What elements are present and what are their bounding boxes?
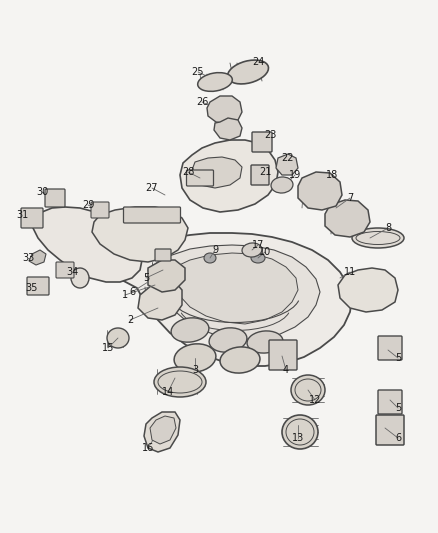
- FancyBboxPatch shape: [155, 249, 171, 261]
- FancyBboxPatch shape: [378, 336, 402, 360]
- Ellipse shape: [271, 177, 293, 193]
- FancyBboxPatch shape: [21, 208, 43, 228]
- Text: 29: 29: [82, 200, 94, 210]
- Text: 14: 14: [162, 387, 174, 397]
- Text: 24: 24: [252, 57, 264, 67]
- Text: 6: 6: [395, 433, 401, 443]
- Ellipse shape: [242, 243, 262, 257]
- Text: 17: 17: [252, 240, 264, 250]
- Polygon shape: [33, 207, 142, 282]
- Polygon shape: [148, 260, 185, 292]
- Text: 15: 15: [102, 343, 114, 353]
- Ellipse shape: [291, 375, 325, 405]
- Text: 28: 28: [182, 167, 194, 177]
- Text: 35: 35: [26, 283, 38, 293]
- FancyBboxPatch shape: [378, 390, 402, 414]
- Text: 23: 23: [264, 130, 276, 140]
- Ellipse shape: [251, 253, 265, 263]
- Polygon shape: [214, 118, 242, 140]
- Polygon shape: [92, 207, 188, 262]
- Ellipse shape: [198, 72, 232, 91]
- Text: 22: 22: [282, 153, 294, 163]
- Polygon shape: [29, 250, 46, 265]
- Text: 5: 5: [395, 403, 401, 413]
- Text: 10: 10: [259, 247, 271, 257]
- FancyBboxPatch shape: [269, 340, 297, 370]
- Text: 18: 18: [326, 170, 338, 180]
- Ellipse shape: [220, 347, 260, 373]
- FancyBboxPatch shape: [187, 170, 213, 186]
- Text: 11: 11: [344, 267, 356, 277]
- Text: 12: 12: [309, 395, 321, 405]
- FancyBboxPatch shape: [251, 165, 269, 185]
- Text: 4: 4: [283, 365, 289, 375]
- Ellipse shape: [204, 253, 216, 263]
- Text: 5: 5: [395, 353, 401, 363]
- Polygon shape: [298, 172, 342, 210]
- Text: 26: 26: [196, 97, 208, 107]
- FancyBboxPatch shape: [252, 132, 272, 152]
- Polygon shape: [144, 412, 180, 452]
- Text: 1: 1: [122, 290, 128, 300]
- Ellipse shape: [174, 344, 216, 372]
- Text: 8: 8: [385, 223, 391, 233]
- Text: 19: 19: [289, 170, 301, 180]
- Ellipse shape: [154, 367, 206, 397]
- Ellipse shape: [209, 328, 247, 352]
- FancyBboxPatch shape: [27, 277, 49, 295]
- Ellipse shape: [171, 318, 209, 342]
- FancyBboxPatch shape: [376, 415, 404, 445]
- Text: 21: 21: [259, 167, 271, 177]
- Text: 27: 27: [146, 183, 158, 193]
- FancyBboxPatch shape: [56, 262, 74, 278]
- Polygon shape: [325, 200, 370, 237]
- Ellipse shape: [282, 415, 318, 449]
- Text: 5: 5: [143, 273, 149, 283]
- Polygon shape: [118, 233, 352, 366]
- Polygon shape: [192, 157, 242, 188]
- Ellipse shape: [107, 328, 129, 348]
- FancyBboxPatch shape: [91, 202, 109, 218]
- Polygon shape: [138, 280, 182, 320]
- Text: 25: 25: [192, 67, 204, 77]
- Text: 9: 9: [212, 245, 218, 255]
- Text: 34: 34: [66, 267, 78, 277]
- Text: 6: 6: [129, 287, 135, 297]
- Polygon shape: [276, 154, 298, 175]
- Text: 16: 16: [142, 443, 154, 453]
- Text: 7: 7: [347, 193, 353, 203]
- Polygon shape: [180, 140, 278, 212]
- FancyBboxPatch shape: [124, 207, 180, 223]
- Polygon shape: [338, 268, 398, 312]
- Polygon shape: [148, 245, 320, 339]
- Ellipse shape: [352, 228, 404, 248]
- Text: 31: 31: [16, 210, 28, 220]
- Polygon shape: [207, 96, 242, 124]
- FancyBboxPatch shape: [45, 189, 65, 207]
- Text: 13: 13: [292, 433, 304, 443]
- Text: 33: 33: [22, 253, 34, 263]
- Polygon shape: [165, 253, 298, 324]
- Ellipse shape: [71, 268, 89, 288]
- Text: 2: 2: [127, 315, 133, 325]
- Text: 30: 30: [36, 187, 48, 197]
- Polygon shape: [150, 416, 176, 444]
- Ellipse shape: [247, 331, 283, 353]
- Text: 3: 3: [192, 365, 198, 375]
- Ellipse shape: [227, 60, 268, 84]
